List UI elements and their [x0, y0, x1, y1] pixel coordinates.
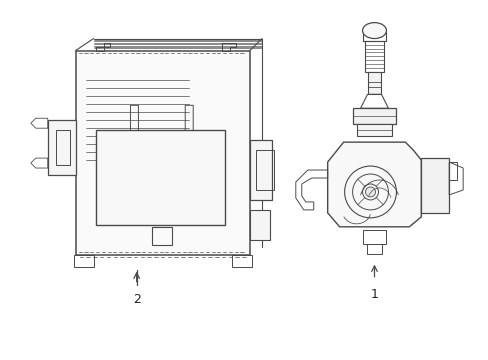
Bar	[255, 150, 273, 190]
Bar	[448, 162, 456, 180]
Ellipse shape	[362, 23, 386, 39]
Bar	[352, 108, 396, 124]
Bar	[56, 130, 69, 165]
Bar	[356, 124, 392, 136]
Bar	[74, 255, 93, 267]
Bar	[232, 255, 251, 267]
Bar	[366, 244, 382, 254]
Ellipse shape	[365, 187, 375, 197]
Bar	[421, 158, 448, 213]
Bar	[95, 130, 224, 225]
Bar	[364, 41, 384, 72]
Bar	[249, 210, 269, 240]
Bar	[367, 72, 381, 94]
Polygon shape	[327, 142, 421, 227]
Text: 1: 1	[370, 288, 378, 301]
Text: 2: 2	[132, 293, 141, 306]
Bar	[152, 227, 172, 245]
Bar	[249, 140, 271, 200]
Bar	[76, 50, 249, 255]
Bar	[48, 120, 76, 175]
Bar	[362, 230, 386, 244]
